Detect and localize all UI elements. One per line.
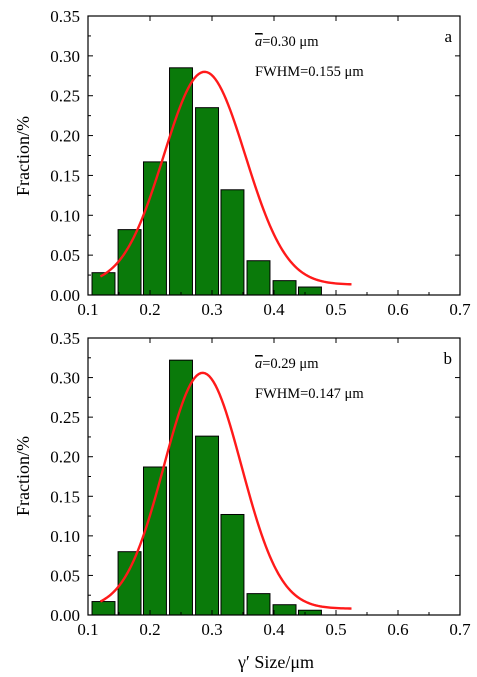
- x-tick-label: 0.3: [201, 620, 222, 639]
- y-tick-label: 0.30: [50, 47, 80, 66]
- x-tick-label: 0.1: [77, 300, 98, 319]
- y-tick-label: 0.35: [50, 329, 80, 348]
- panel-a: 0.1 0.2 0.3 0.4 0.5 0.6 0.7 0.00 0.05 0.10 0.15 0.2…: [13, 7, 471, 319]
- x-tick-label: 0.2: [139, 300, 160, 319]
- bar: [142, 466, 167, 616]
- mean-symbol: a: [255, 34, 262, 50]
- fit-curve: [99, 70, 352, 286]
- y-tick-label: 0.25: [50, 87, 80, 106]
- bar: [220, 513, 245, 616]
- bar: [297, 286, 322, 296]
- bar: [169, 359, 193, 616]
- panel-b: 0.1 0.2 0.3 0.4 0.5 0.6 0.7 0.00 0.05 0.10 0.15 0.2…: [13, 329, 471, 639]
- bar: [91, 601, 116, 616]
- y-axis-title: Fraction/%: [13, 116, 33, 196]
- fwhm-annotation: FWHM=0.147 μm: [255, 386, 364, 402]
- mean-value: =0.30 μm: [262, 34, 319, 50]
- x-tick-label: 0.3: [201, 300, 222, 319]
- mean-annotation: a=0.30 μm: [255, 34, 319, 50]
- x-tick-label: 0.6: [387, 300, 408, 319]
- x-tick-label: 0.6: [387, 620, 408, 639]
- bar: [297, 609, 322, 616]
- mean-value: =0.29 μm: [262, 356, 319, 372]
- x-tick-label: 0.7: [449, 300, 471, 319]
- bar: [117, 229, 142, 296]
- y-tick-label: 0.05: [50, 246, 80, 265]
- bar: [195, 435, 220, 616]
- mean-annotation: a=0.29 μm: [255, 356, 319, 372]
- y-tick-label: 0.25: [50, 408, 80, 427]
- y-tick-label: 0.10: [50, 527, 80, 546]
- panel-letter: b: [444, 349, 453, 368]
- panel-letter: a: [444, 27, 452, 46]
- x-tick-label: 0.1: [77, 620, 98, 639]
- x-tick-label: 0.4: [263, 620, 285, 639]
- bar: [246, 593, 271, 616]
- x-tick-label: 0.7: [449, 620, 471, 639]
- bar: [220, 189, 245, 296]
- x-tick-label: 0.4: [263, 300, 285, 319]
- bar: [246, 260, 271, 296]
- bar: [272, 280, 297, 296]
- y-tick-label: 0.15: [50, 166, 80, 185]
- y-tick-label: 0.20: [50, 127, 80, 146]
- y-tick-label: 0.35: [50, 7, 80, 26]
- y-tick-label: 0.00: [50, 606, 80, 625]
- mean-symbol: a: [255, 356, 262, 372]
- y-axis-title: Fraction/%: [13, 436, 33, 516]
- x-tick-label: 0.2: [139, 620, 160, 639]
- y-tick-label: 0.00: [50, 286, 80, 305]
- bar: [272, 604, 297, 616]
- x-tick-label: 0.5: [325, 300, 346, 319]
- bar: [195, 107, 220, 296]
- fit-curve: [99, 371, 352, 610]
- x-axis-title: γ′ Size/μm: [237, 652, 314, 672]
- y-tick-label: 0.20: [50, 448, 80, 467]
- y-tick-label: 0.05: [50, 566, 80, 585]
- x-tick-label: 0.5: [325, 620, 346, 639]
- fwhm-annotation: FWHM=0.155 μm: [255, 64, 364, 80]
- y-tick-label: 0.15: [50, 487, 80, 506]
- y-tick-label: 0.30: [50, 369, 80, 388]
- y-tick-label: 0.10: [50, 206, 80, 225]
